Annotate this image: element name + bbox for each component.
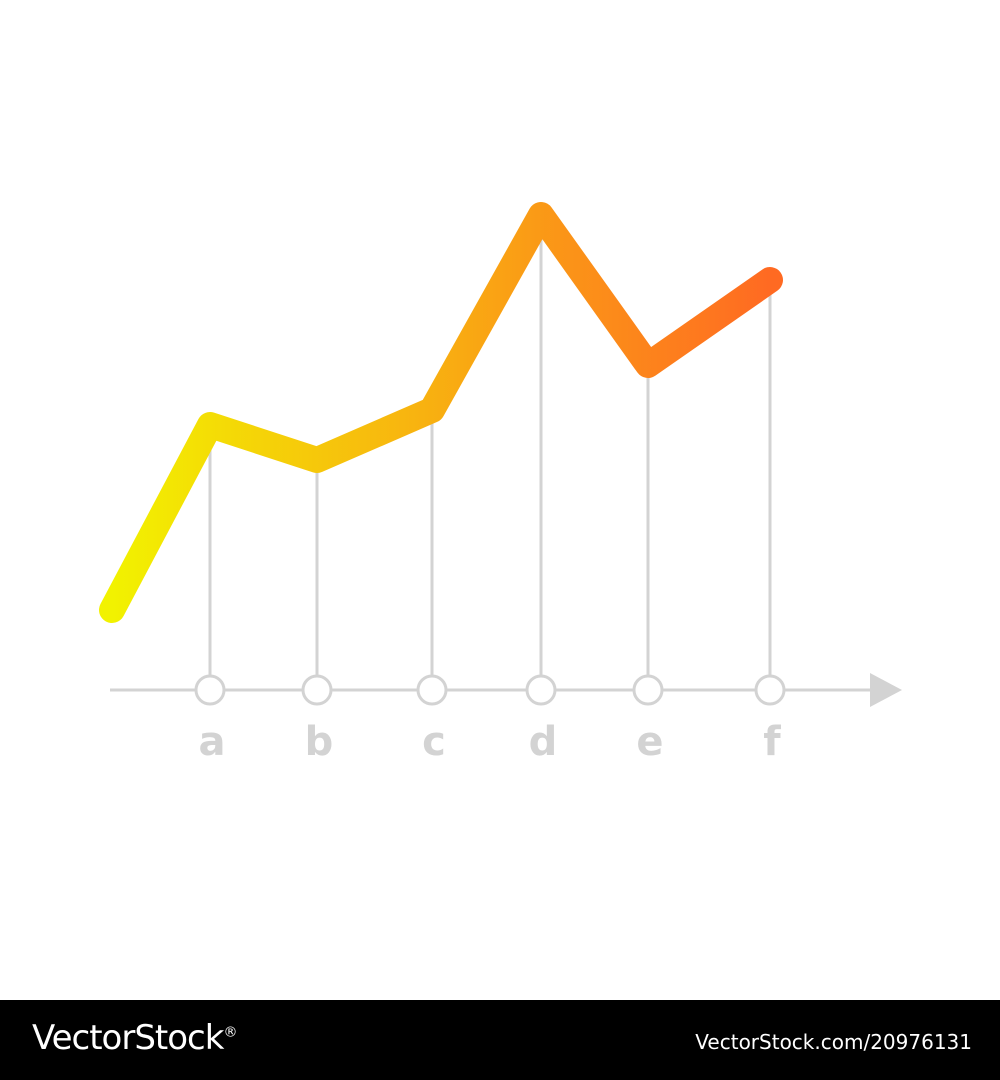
axis-marker-d	[525, 674, 557, 706]
chart-area: a b c d e f	[99, 202, 902, 765]
tick-label-e: e	[636, 719, 663, 765]
series-layer	[99, 202, 783, 623]
brand-text: VectorStock	[32, 1018, 224, 1058]
tick-label-b: b	[305, 719, 334, 765]
axis-marker-f	[754, 674, 786, 706]
watermark-footer: VectorStock® VectorStock.com/20976131	[0, 1000, 1000, 1080]
brand-logo: VectorStock®	[32, 1018, 237, 1058]
axis-marker-c	[416, 674, 448, 706]
image-reference: VectorStock.com/20976131	[695, 1030, 972, 1054]
tick-label-d: d	[529, 719, 558, 765]
tick-label-a: a	[199, 719, 226, 765]
brand-registered-mark: ®	[223, 1024, 237, 1041]
axis-marker-a	[194, 674, 226, 706]
axis-marker-b	[301, 674, 333, 706]
tick-label-f: f	[763, 719, 781, 765]
line-chart: a b c d e f	[99, 202, 902, 765]
x-axis	[110, 673, 902, 707]
axis-marker-e	[632, 674, 664, 706]
tick-labels: a b c d e f	[199, 719, 782, 765]
series-line	[99, 202, 783, 623]
tick-label-c: c	[422, 719, 446, 765]
x-axis-arrow-icon	[870, 673, 902, 707]
stems-layer	[208, 215, 772, 676]
